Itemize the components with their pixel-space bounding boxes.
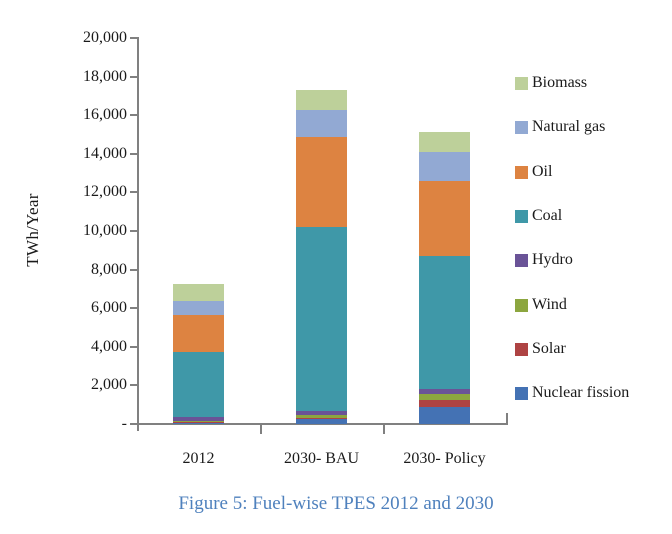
legend-label: Nuclear fission <box>532 384 630 402</box>
y-tick-label: 2,000 <box>91 376 127 394</box>
y-tick-label: 10,000 <box>83 222 127 239</box>
y-tick-mark <box>130 345 137 348</box>
plot-area <box>137 38 506 424</box>
legend-swatch-icon <box>515 121 528 135</box>
y-tick-label: 18,000 <box>83 67 127 85</box>
stacked-bar-2030-policy <box>419 38 470 424</box>
y-tick-mark <box>130 114 137 117</box>
y-tick-label: - <box>121 415 127 432</box>
y-tick-mark <box>130 230 137 232</box>
legend-swatch-icon <box>515 209 528 223</box>
bar-segment-oil <box>173 314 224 352</box>
bar-segment-hydro <box>173 417 224 422</box>
bar-segment-coal <box>419 256 470 390</box>
legend-swatch-icon <box>515 77 528 90</box>
y-tick-mark <box>130 75 137 78</box>
legend-label: Natural gas <box>532 118 606 136</box>
y-tick-label: 16,000 <box>83 106 127 124</box>
bar-segment-natural-gas <box>296 110 347 138</box>
y-tick-label: 12,000 <box>83 183 127 201</box>
y-tick-label: 6,000 <box>91 299 127 317</box>
legend-label: Hydro <box>532 251 573 269</box>
bar-segment-nuclear-fission <box>296 419 347 424</box>
bar-segment-hydro <box>419 389 470 395</box>
bar-segment-wind <box>173 421 224 422</box>
y-tick-mark <box>130 423 137 425</box>
x-axis-end-tick <box>506 413 508 425</box>
y-tick-label: 14,000 <box>83 144 127 162</box>
legend-label: Biomass <box>532 74 588 91</box>
stacked-bar-2012 <box>173 38 224 424</box>
y-tick-mark <box>130 191 137 194</box>
y-tick-mark <box>130 152 137 155</box>
bar-segment-hydro <box>296 410 347 416</box>
y-tick-mark <box>130 268 137 271</box>
legend-swatch-icon <box>515 254 528 268</box>
bar-segment-wind <box>419 394 470 400</box>
legend-swatch-icon <box>515 342 528 356</box>
bar-segment-solar <box>419 399 470 407</box>
legend-label: Oil <box>532 162 553 180</box>
y-tick-label: 4,000 <box>91 337 127 355</box>
legend-label: Solar <box>532 339 566 357</box>
bar-segment-nuclear-fission <box>419 406 470 424</box>
bar-segment-natural-gas <box>173 301 224 315</box>
bar-segment-biomass <box>419 131 470 152</box>
bar-segment-nuclear-fission <box>173 422 224 424</box>
y-axis-line <box>137 37 139 431</box>
figure-caption: Figure 5: Fuel-wise TPES 2012 and 2030 <box>178 493 494 514</box>
bar-segment-biomass <box>173 284 224 302</box>
legend-label: Coal <box>532 206 563 224</box>
x-axis-line <box>137 423 507 425</box>
chart-legend: Biomass Natural gas Oil Coal Hydro Wind Solar N… <box>515 0 672 430</box>
y-tick-mark <box>130 384 137 387</box>
y-tick-mark <box>130 37 137 39</box>
bar-segment-oil <box>419 180 470 257</box>
legend-label: Wind <box>532 295 567 313</box>
x-tick-mark <box>260 425 262 434</box>
bar-segment-oil <box>296 137 347 228</box>
legend-swatch-icon <box>515 387 528 401</box>
y-tick-mark <box>130 307 137 310</box>
legend-swatch-icon <box>515 298 528 312</box>
bar-segment-coal <box>296 227 347 411</box>
x-category-label: 2030- BAU <box>283 450 360 467</box>
x-category-label: 2012 <box>182 450 215 467</box>
x-category-label: 2030- Policy <box>403 450 486 467</box>
bar-segment-solar <box>296 418 347 420</box>
bar-segment-natural-gas <box>419 151 470 181</box>
y-tick-label: 8,000 <box>91 260 127 278</box>
bar-segment-wind <box>296 415 347 419</box>
bar-segment-biomass <box>296 90 347 111</box>
x-tick-mark <box>383 425 385 434</box>
bar-segment-coal <box>173 351 224 418</box>
legend-swatch-icon <box>515 165 528 179</box>
y-tick-label: 20,000 <box>83 29 127 46</box>
stacked-bar-2030-bau <box>296 38 347 424</box>
